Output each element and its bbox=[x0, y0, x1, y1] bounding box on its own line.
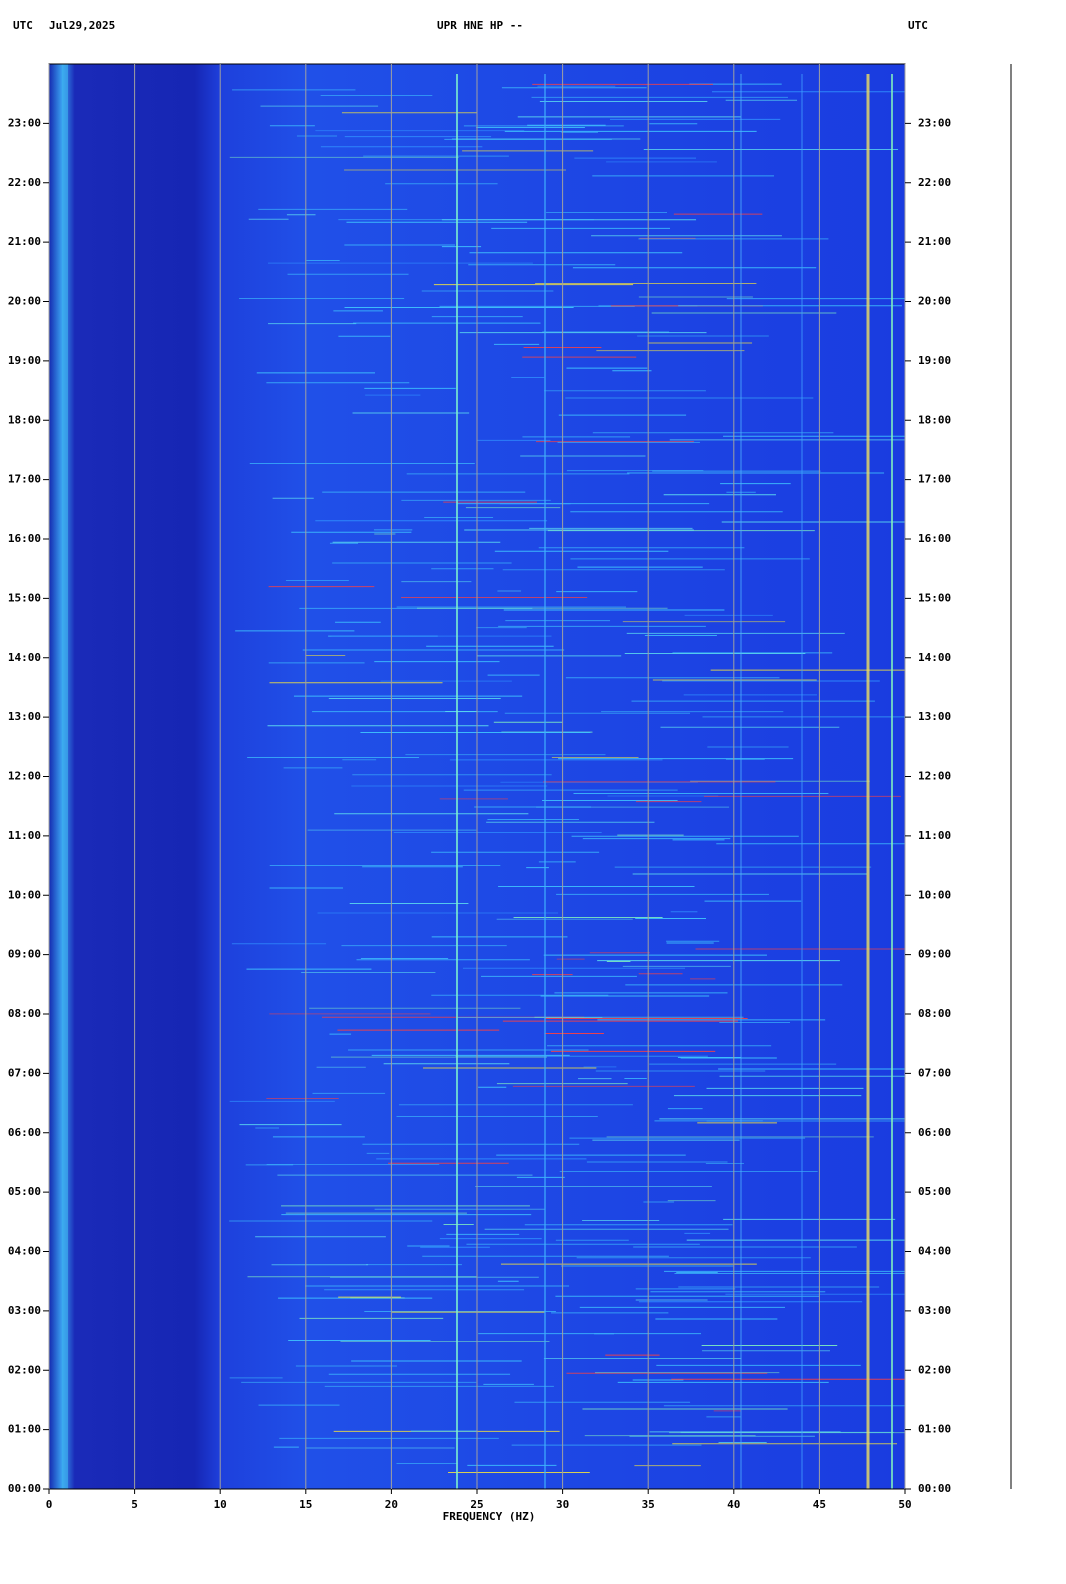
y-tick-label-right: 06:00 bbox=[918, 1126, 951, 1139]
chart-title: UPR HNE HP -- bbox=[437, 19, 523, 32]
y-tick-label: 22:00 bbox=[8, 176, 41, 189]
y-tick-label: 20:00 bbox=[8, 295, 41, 308]
y-tick-label-right: 10:00 bbox=[918, 888, 951, 901]
y-tick-label: 01:00 bbox=[8, 1423, 41, 1436]
date-label: Jul29,2025 bbox=[49, 19, 115, 32]
y-tick-label-right: 03:00 bbox=[918, 1304, 951, 1317]
y-tick-label-right: 07:00 bbox=[918, 1066, 951, 1079]
y-tick-label-right: 14:00 bbox=[918, 651, 951, 664]
y-tick-label: 17:00 bbox=[8, 473, 41, 486]
y-tick-label: 12:00 bbox=[8, 770, 41, 783]
y-tick-label: 06:00 bbox=[8, 1126, 41, 1139]
y-tick-label: 21:00 bbox=[8, 235, 41, 248]
y-tick-label-right: 02:00 bbox=[918, 1363, 951, 1376]
y-tick-label: 02:00 bbox=[8, 1363, 41, 1376]
y-tick-label: 04:00 bbox=[8, 1245, 41, 1258]
y-tick-label-right: 23:00 bbox=[918, 116, 951, 129]
y-tick-label-right: 11:00 bbox=[918, 829, 951, 842]
y-tick-label-right: 15:00 bbox=[918, 591, 951, 604]
y-tick-label-right: 21:00 bbox=[918, 235, 951, 248]
y-tick-label: 03:00 bbox=[8, 1304, 41, 1317]
y-tick-label: 09:00 bbox=[8, 948, 41, 961]
spectral-features bbox=[62, 64, 905, 1490]
right-label: UTC bbox=[908, 19, 928, 32]
y-tick-label: 10:00 bbox=[8, 888, 41, 901]
y-tick-label: 13:00 bbox=[8, 710, 41, 723]
x-tick-label: 10 bbox=[214, 1498, 227, 1511]
x-tick-label: 50 bbox=[898, 1498, 911, 1511]
y-tick-label: 15:00 bbox=[8, 591, 41, 604]
y-tick-label: 14:00 bbox=[8, 651, 41, 664]
y-tick-label: 16:00 bbox=[8, 532, 41, 545]
x-tick-label: 15 bbox=[299, 1498, 312, 1511]
x-tick-label: 40 bbox=[727, 1498, 740, 1511]
x-tick-label: 45 bbox=[813, 1498, 826, 1511]
y-tick-label: 08:00 bbox=[8, 1007, 41, 1020]
y-tick-label-right: 00:00 bbox=[918, 1482, 951, 1495]
y-tick-label-right: 12:00 bbox=[918, 770, 951, 783]
y-tick-label-right: 09:00 bbox=[918, 948, 951, 961]
y-tick-label-right: 18:00 bbox=[918, 413, 951, 426]
y-tick-label-right: 04:00 bbox=[918, 1245, 951, 1258]
y-tick-label-right: 08:00 bbox=[918, 1007, 951, 1020]
axes: 0 5 10 15 20 25 30 35 40 45 50 00:00 00:00 01:00 01:00… bbox=[8, 63, 951, 1511]
spectral-band bbox=[62, 64, 68, 1489]
x-tick-label: 5 bbox=[131, 1498, 138, 1511]
y-tick-label-right: 17:00 bbox=[918, 473, 951, 486]
y-tick-label-right: 13:00 bbox=[918, 710, 951, 723]
y-tick-label-right: 05:00 bbox=[918, 1185, 951, 1198]
x-tick-label: 20 bbox=[385, 1498, 398, 1511]
x-tick-label: 0 bbox=[46, 1498, 53, 1511]
x-tick-label: 25 bbox=[470, 1498, 483, 1511]
y-tick-label: 07:00 bbox=[8, 1066, 41, 1079]
y-tick-label: 00:00 bbox=[8, 1482, 41, 1495]
y-tick-label-right: 22:00 bbox=[918, 176, 951, 189]
y-tick-label-right: 19:00 bbox=[918, 354, 951, 367]
timezone-label: UTC bbox=[13, 19, 33, 32]
y-tick-label: 11:00 bbox=[8, 829, 41, 842]
x-tick-label: 30 bbox=[556, 1498, 569, 1511]
y-tick-label-right: 01:00 bbox=[918, 1423, 951, 1436]
y-tick-label: 18:00 bbox=[8, 413, 41, 426]
y-tick-label: 19:00 bbox=[8, 354, 41, 367]
x-axis-label: FREQUENCY (HZ) bbox=[443, 1510, 536, 1523]
y-tick-label-right: 16:00 bbox=[918, 532, 951, 545]
x-tick-label: 35 bbox=[642, 1498, 655, 1511]
y-tick-label-right: 20:00 bbox=[918, 295, 951, 308]
y-tick-label: 05:00 bbox=[8, 1185, 41, 1198]
y-tick-label: 23:00 bbox=[8, 116, 41, 129]
